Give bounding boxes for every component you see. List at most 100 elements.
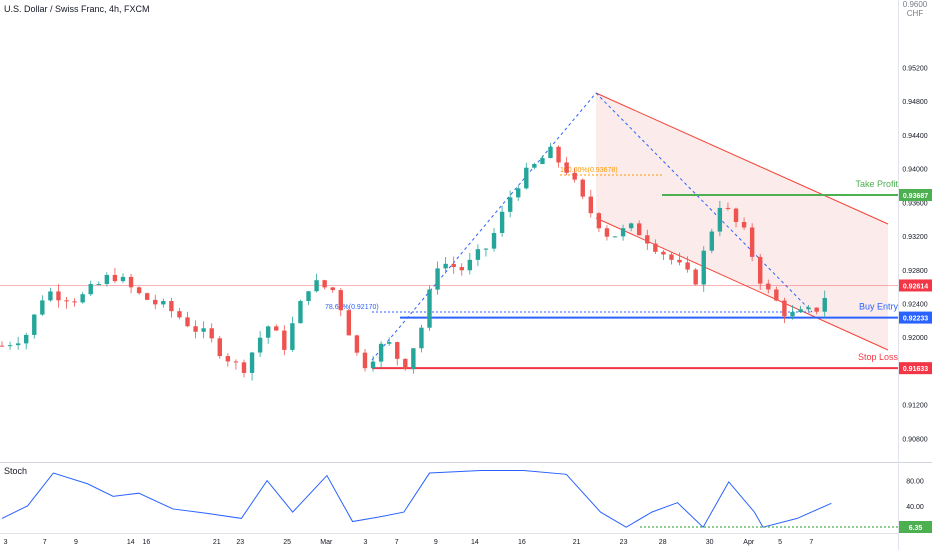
candle-body: [306, 291, 311, 302]
candle-body: [104, 274, 110, 284]
candle-body: [274, 326, 279, 331]
candle-body: [201, 328, 206, 332]
candle-body: [725, 207, 731, 209]
take-profit-badge: 0.93687: [903, 193, 928, 200]
candle-body: [580, 179, 585, 197]
candle-body: [814, 307, 819, 312]
date-tick-label: 21: [213, 539, 221, 546]
candle-body: [685, 262, 690, 270]
candle-body: [80, 294, 85, 303]
candle-body: [596, 213, 602, 229]
candle-body: [733, 208, 739, 222]
candle-body: [112, 274, 118, 282]
candle-body: [233, 361, 239, 363]
candle-body: [185, 317, 190, 327]
date-tick-label: Mar: [320, 539, 333, 546]
price-tick-label: 0.94800: [902, 99, 927, 106]
candle-body: [540, 158, 545, 164]
candle-body: [532, 163, 537, 168]
date-tick-label: 25: [283, 539, 291, 546]
candle-body: [330, 287, 335, 291]
price-axis[interactable]: 0.95200 0.94800 0.94400 0.94000 0.93600 0.932…: [902, 65, 927, 443]
buy-entry-label: Buy Entry: [859, 302, 899, 312]
candle-body: [7, 345, 13, 347]
take-profit-badge-bg: [899, 189, 932, 202]
candle-body: [637, 223, 642, 236]
candle-body: [419, 327, 424, 349]
candle-body: [0, 345, 5, 347]
date-tick-label: 16: [518, 539, 526, 546]
date-tick-label: 3: [363, 539, 367, 546]
price-tick-label: 0.90800: [902, 436, 927, 443]
candle-body: [588, 196, 594, 214]
candle-body: [749, 227, 755, 257]
candle-body: [338, 290, 343, 311]
date-tick-label: 23: [620, 539, 628, 546]
candle-body: [209, 328, 214, 339]
price-tick-label: 0.94400: [902, 133, 927, 140]
candle-body: [645, 235, 650, 244]
candle-body: [435, 268, 440, 290]
candle-body: [653, 243, 658, 252]
date-tick-label: 3: [4, 539, 8, 546]
candle-body: [362, 352, 368, 369]
date-tick-label: 30: [706, 539, 714, 546]
stoch-panel: 80.00 40.00 6.35: [1, 470, 932, 533]
date-tick-label: 7: [809, 539, 813, 546]
candle-body: [459, 267, 464, 271]
candle-body: [604, 228, 610, 237]
candle-body: [48, 291, 53, 301]
candle-body: [96, 283, 101, 285]
candle-body: [169, 301, 174, 312]
stop-loss-badge: 0.91633: [903, 366, 928, 373]
take-profit-label: Take Profit: [855, 179, 898, 189]
date-tick-label: 7: [43, 539, 47, 546]
candle-body: [128, 276, 134, 288]
candle-body: [491, 232, 497, 249]
candle-body: [282, 330, 287, 350]
date-tick-label: 7: [395, 539, 399, 546]
level-labels: Take Profit Buy Entry Stop Loss 0.93687 0.92…: [855, 179, 932, 375]
fib-100-label: 100.00%(0.93678): [560, 167, 618, 174]
candle-body: [72, 301, 77, 303]
price-tick-label: 0.93600: [902, 200, 927, 207]
candle-body: [806, 307, 811, 310]
candle-body: [249, 352, 255, 373]
candle-body: [717, 207, 723, 232]
candle-body: [257, 337, 263, 353]
candle-body: [161, 301, 166, 305]
date-axis[interactable]: 3 7 9 14 16 21 23 25 Mar 3 7 9 14 16 21 23 28 30 Apr 5 7: [4, 539, 814, 546]
descending-channel: [595, 92, 889, 351]
stop-loss-badge-bg: [899, 362, 932, 375]
buy-entry-badge-bg: [899, 311, 932, 324]
candle-body: [241, 362, 247, 373]
candle-body: [120, 276, 126, 282]
candle-body: [798, 309, 803, 313]
stoch-axis-label: 40.00: [906, 504, 924, 511]
candle-body: [524, 167, 529, 189]
candle-body: [427, 289, 432, 328]
stop-loss-label: Stop Loss: [858, 352, 899, 362]
date-tick-label: 14: [127, 539, 135, 546]
candle-body: [217, 338, 222, 357]
candle-body: [370, 361, 376, 369]
candle-body: [443, 263, 448, 269]
candle-body: [516, 188, 521, 198]
candle-body: [346, 310, 352, 336]
stoch-title: Stoch: [4, 466, 28, 476]
candle-body: [298, 301, 303, 324]
candle-body: [572, 172, 577, 180]
currency-top: 0.9600: [902, 0, 928, 9]
candle-body: [669, 254, 674, 260]
channel-upper: [595, 92, 889, 225]
candle-body: [354, 335, 360, 353]
candle-body: [709, 231, 715, 251]
candle-body: [64, 300, 69, 302]
last-price-badge-bg: [899, 279, 932, 292]
candle-body: [822, 297, 827, 312]
fib-786-label: 78.60%(0.92170): [325, 304, 379, 311]
candle-body: [661, 251, 666, 255]
buy-entry-badge: 0.92233: [903, 316, 928, 323]
